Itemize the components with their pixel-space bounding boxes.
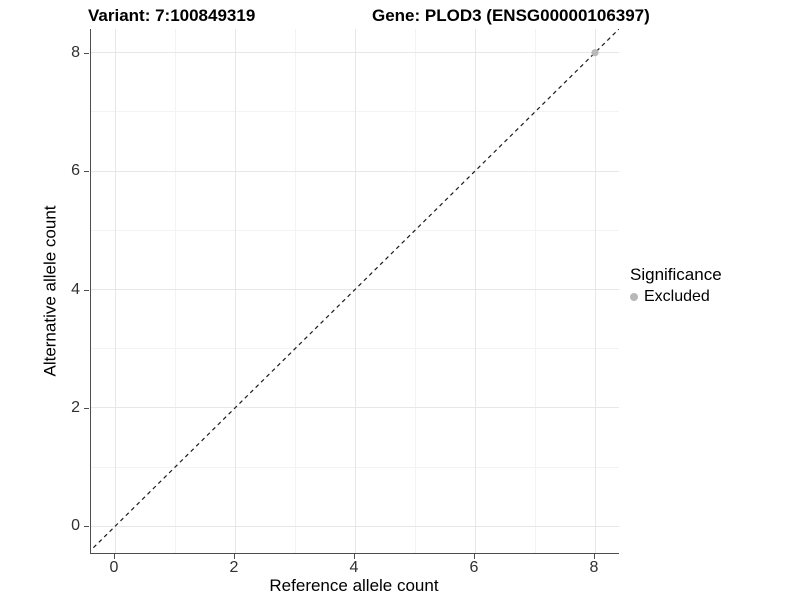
gridline-major-y [91,170,619,172]
y-axis-tick [84,52,89,54]
y-axis-tick [84,407,89,409]
x-tick-label: 0 [109,559,119,576]
legend-item-label: Excluded [644,288,710,305]
y-axis-tick [84,289,89,291]
gridline-minor-x [534,29,536,553]
gridline-major-y [91,525,619,527]
gridline-minor-x [294,29,296,553]
excluded-dot-icon [630,293,638,301]
identity-line-layer [91,29,619,551]
gridline-major-x [594,29,596,553]
x-axis-tick [474,554,475,559]
identity-line [91,29,619,551]
x-axis-tick [114,554,115,559]
gridline-major-x [234,29,236,553]
plot-title-variant: Variant: 7:100849319 [88,6,256,25]
y-tick-label: 8 [71,43,80,61]
y-tick-label: 0 [71,517,80,535]
chart-panel [90,29,619,554]
gridline-major-x [114,29,116,553]
data-point [591,49,599,57]
x-axis-tick [354,554,355,559]
gridline-minor-x [414,29,416,553]
x-axis-title: Reference allele count [269,576,439,595]
y-axis-tick [84,171,89,173]
legend-title: Significance [630,265,722,284]
y-tick-label: 4 [71,280,80,298]
legend: Significance Excluded [630,265,722,306]
gridline-major-x [474,29,476,553]
plot-title-gene: Gene: PLOD3 (ENSG00000106397) [372,6,650,25]
x-tick-label: 2 [229,559,239,576]
x-axis-tick [234,554,235,559]
gridline-major-y [91,407,619,409]
legend-item-excluded: Excluded [630,288,722,306]
y-tick-label: 6 [71,162,80,180]
gridline-major-x [354,29,356,553]
x-tick-label: 6 [469,559,479,576]
x-tick-label: 8 [589,559,599,576]
x-axis-tick [594,554,595,559]
gridline-minor-x [174,29,176,553]
y-axis-tick [84,526,89,528]
gridline-major-y [91,52,619,54]
x-tick-label: 4 [349,559,359,576]
y-tick-label: 2 [71,398,80,416]
